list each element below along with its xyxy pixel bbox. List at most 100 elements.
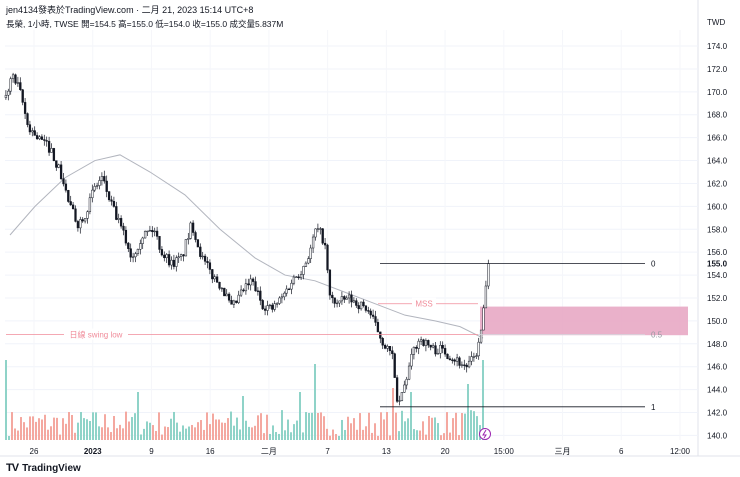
candle-body [50,148,53,153]
candle-body [9,78,12,92]
candle-body [405,378,408,386]
volume-bar [320,412,322,440]
candle-body [297,276,300,278]
volume-bar [104,414,106,440]
volume-bar [458,435,460,440]
time-tick-label: 16 [206,447,215,456]
candle-body [206,261,209,263]
time-tick-label: 6 [619,447,624,456]
candle-body [47,140,51,153]
candle-body [112,201,116,207]
candle-body [290,282,293,290]
candle-body [7,90,10,96]
volume-bar [38,418,40,440]
last-price-label: 155.0 [707,260,728,269]
candle-body [131,256,135,258]
volume-bar [158,412,160,440]
candle-body [249,278,252,286]
candle-body [460,364,464,366]
volume-bar [443,433,445,440]
volume-bar [140,434,142,440]
tradingview-brand[interactable]: TV TradingView [6,462,81,474]
volume-bar [470,410,472,440]
candle-body [434,345,437,355]
volume-bar [422,421,424,440]
candle-body [220,287,224,290]
candle-body [237,294,240,303]
volume-bar [446,412,448,440]
candle-body [215,276,219,283]
volume-bar [143,428,145,440]
candle-body [333,297,336,304]
candle-body [371,314,375,317]
candle-body [201,255,204,258]
volume-bar [455,412,457,440]
volume-bar [65,423,67,440]
volume-bar [404,421,406,440]
volume-bar [227,418,229,440]
candle-body [163,254,166,259]
volume-bar [212,413,214,440]
candle-body [482,307,485,331]
candle-body [115,206,118,220]
volume-bar [341,419,343,440]
brand-name: TradingView [22,462,81,474]
candle-body [235,300,238,303]
volume-bar [323,416,325,440]
candlesticks[interactable] [4,72,490,406]
last-price-box [700,257,730,270]
candle-body [299,274,303,278]
volume-bar [95,412,97,440]
price-tick-label: 164.0 [707,157,728,166]
volume-bar [152,425,154,440]
lightning-bolt-icon [482,429,487,439]
candle-body [105,180,108,192]
candle-body [55,160,58,168]
mss-label-bg [412,297,436,309]
candle-body [177,256,180,259]
candle-body [304,262,308,267]
price-tick-label: 174.0 [707,42,728,51]
candle-body [381,338,384,346]
candle-body [340,296,344,302]
candle-body [187,238,190,240]
volume-bar [389,435,391,440]
volume-bar [281,410,283,440]
candle-body [81,219,84,222]
volume-bar [167,427,169,440]
volume-bar [161,434,163,440]
volume-bar [71,415,73,440]
volume-bar [125,411,127,440]
price-axis[interactable]: TWD 140.0 142.0 144.0 146.0 148.0 150.0 152.0 15… [700,18,730,440]
candle-body [16,82,20,84]
candle-body [254,281,257,292]
price-tick-label: 158.0 [707,225,728,234]
volume-bar [248,426,250,440]
volume-bar [242,396,244,440]
volume-bar [416,430,418,440]
volume-bar [215,419,217,440]
volume-bar [452,418,454,440]
candle-body [86,211,89,219]
candle-body [143,231,147,239]
volume-bar [368,412,370,440]
candle-body [268,304,272,307]
time-axis[interactable]: 26 2023 9 16 二月 7 13 20 15:00 三月 6 12:00 [30,447,691,456]
candle-body [470,356,473,362]
candle-body [242,289,245,292]
volume-bar [113,416,115,440]
volume-bar [398,431,400,440]
candle-body [194,232,197,240]
candle-body [451,359,454,361]
volume-bar [293,424,295,440]
candle-body [326,244,329,271]
price-tick-label: 154.0 [707,271,728,280]
volume-bar [407,418,409,440]
candle-body [38,136,41,140]
candle-body [436,353,440,355]
candle-body [182,254,185,257]
annotations: 0 1 MSS 日線 swing low 0.5 [6,260,663,440]
candle-body [167,254,171,266]
price-tick-label: 142.0 [707,409,728,418]
